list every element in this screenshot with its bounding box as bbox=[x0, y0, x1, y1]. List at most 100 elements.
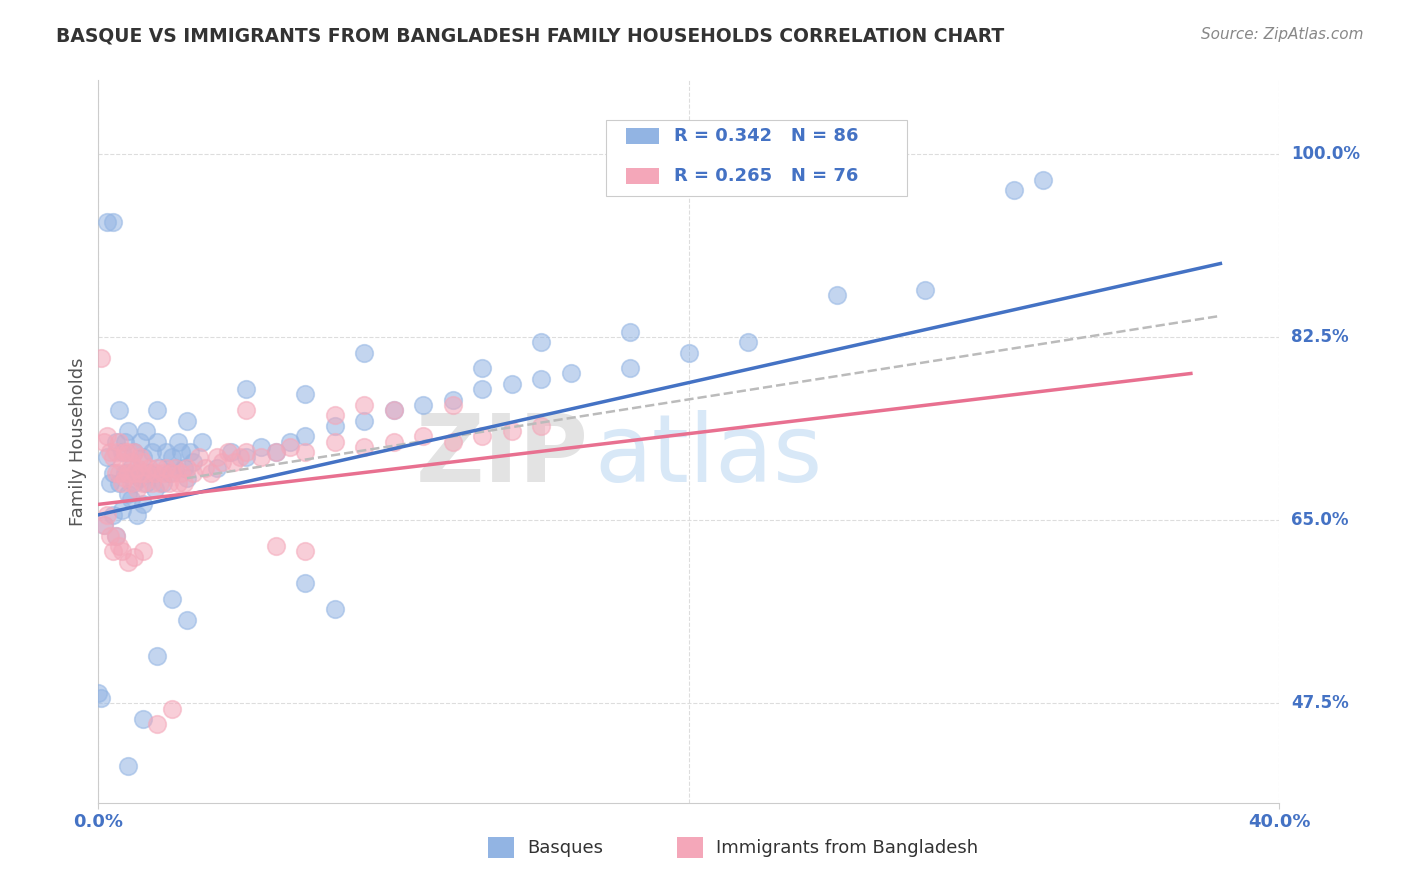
FancyBboxPatch shape bbox=[626, 128, 659, 144]
Point bbox=[103, 508, 125, 522]
Point bbox=[146, 460, 169, 475]
Point bbox=[224, 455, 246, 469]
Point bbox=[176, 414, 198, 428]
Point bbox=[146, 403, 169, 417]
Point bbox=[678, 345, 700, 359]
Point bbox=[353, 440, 375, 454]
Point bbox=[98, 529, 121, 543]
Text: R = 0.342   N = 86: R = 0.342 N = 86 bbox=[673, 127, 858, 145]
Point bbox=[143, 482, 166, 496]
Point bbox=[103, 466, 125, 480]
Point bbox=[250, 440, 273, 454]
Point bbox=[96, 450, 118, 465]
Point bbox=[103, 544, 125, 558]
Point bbox=[280, 434, 302, 449]
Point bbox=[96, 429, 118, 443]
Point bbox=[93, 518, 115, 533]
Point bbox=[294, 575, 316, 590]
Point bbox=[323, 409, 346, 423]
Point bbox=[619, 361, 641, 376]
Point bbox=[162, 701, 183, 715]
Point bbox=[294, 387, 316, 401]
Point bbox=[125, 460, 148, 475]
Point bbox=[235, 445, 257, 459]
Point bbox=[205, 450, 228, 465]
Text: 82.5%: 82.5% bbox=[1291, 328, 1348, 346]
Point bbox=[170, 445, 193, 459]
Point bbox=[111, 455, 134, 469]
Point bbox=[205, 460, 228, 475]
Point bbox=[117, 466, 139, 480]
Point bbox=[90, 351, 112, 365]
Point bbox=[105, 529, 128, 543]
Point bbox=[217, 445, 239, 459]
Point bbox=[111, 445, 134, 459]
Point bbox=[152, 466, 174, 480]
Point bbox=[167, 476, 190, 491]
FancyBboxPatch shape bbox=[488, 837, 515, 858]
Point bbox=[105, 434, 128, 449]
Point bbox=[294, 445, 316, 459]
FancyBboxPatch shape bbox=[678, 837, 703, 858]
Point bbox=[170, 466, 193, 480]
Point bbox=[103, 214, 125, 228]
Point bbox=[441, 392, 464, 407]
Point bbox=[157, 476, 180, 491]
Point bbox=[103, 450, 125, 465]
Point bbox=[382, 434, 405, 449]
Text: 100.0%: 100.0% bbox=[1291, 145, 1360, 162]
Point bbox=[1032, 173, 1054, 187]
Point bbox=[132, 455, 155, 469]
Point bbox=[108, 403, 131, 417]
Point bbox=[117, 555, 139, 569]
Point bbox=[264, 539, 287, 553]
Point bbox=[235, 382, 257, 396]
Point bbox=[294, 544, 316, 558]
Point bbox=[87, 686, 110, 700]
FancyBboxPatch shape bbox=[626, 168, 659, 184]
Point bbox=[132, 476, 155, 491]
Point bbox=[141, 445, 163, 459]
Point bbox=[737, 334, 759, 349]
Point bbox=[382, 403, 405, 417]
Point bbox=[117, 759, 139, 773]
Point bbox=[128, 471, 150, 485]
Text: ZIP: ZIP bbox=[416, 410, 589, 502]
Point bbox=[382, 403, 405, 417]
Point bbox=[235, 450, 257, 465]
Point bbox=[138, 466, 160, 480]
Text: 65.0%: 65.0% bbox=[1291, 511, 1348, 529]
Point bbox=[353, 414, 375, 428]
Point bbox=[143, 466, 166, 480]
Point bbox=[194, 460, 217, 475]
Point bbox=[191, 434, 214, 449]
Point bbox=[165, 460, 187, 475]
Point bbox=[146, 649, 169, 664]
Point bbox=[128, 450, 150, 465]
Point bbox=[135, 466, 157, 480]
Point bbox=[114, 434, 136, 449]
Point bbox=[165, 460, 187, 475]
Point bbox=[108, 476, 131, 491]
Point bbox=[141, 476, 163, 491]
Point bbox=[117, 445, 139, 459]
Point bbox=[323, 418, 346, 433]
Point bbox=[149, 476, 172, 491]
Point bbox=[323, 434, 346, 449]
Point bbox=[229, 450, 252, 465]
FancyBboxPatch shape bbox=[606, 120, 907, 196]
Point bbox=[117, 424, 139, 438]
Point bbox=[353, 398, 375, 412]
Point bbox=[181, 466, 204, 480]
Point bbox=[122, 476, 145, 491]
Point bbox=[114, 466, 136, 480]
Point bbox=[264, 445, 287, 459]
Point bbox=[353, 345, 375, 359]
Point bbox=[108, 466, 131, 480]
Point bbox=[501, 424, 523, 438]
Point bbox=[135, 424, 157, 438]
Point bbox=[173, 476, 195, 491]
Point bbox=[98, 476, 121, 491]
Point bbox=[294, 429, 316, 443]
Point bbox=[264, 445, 287, 459]
